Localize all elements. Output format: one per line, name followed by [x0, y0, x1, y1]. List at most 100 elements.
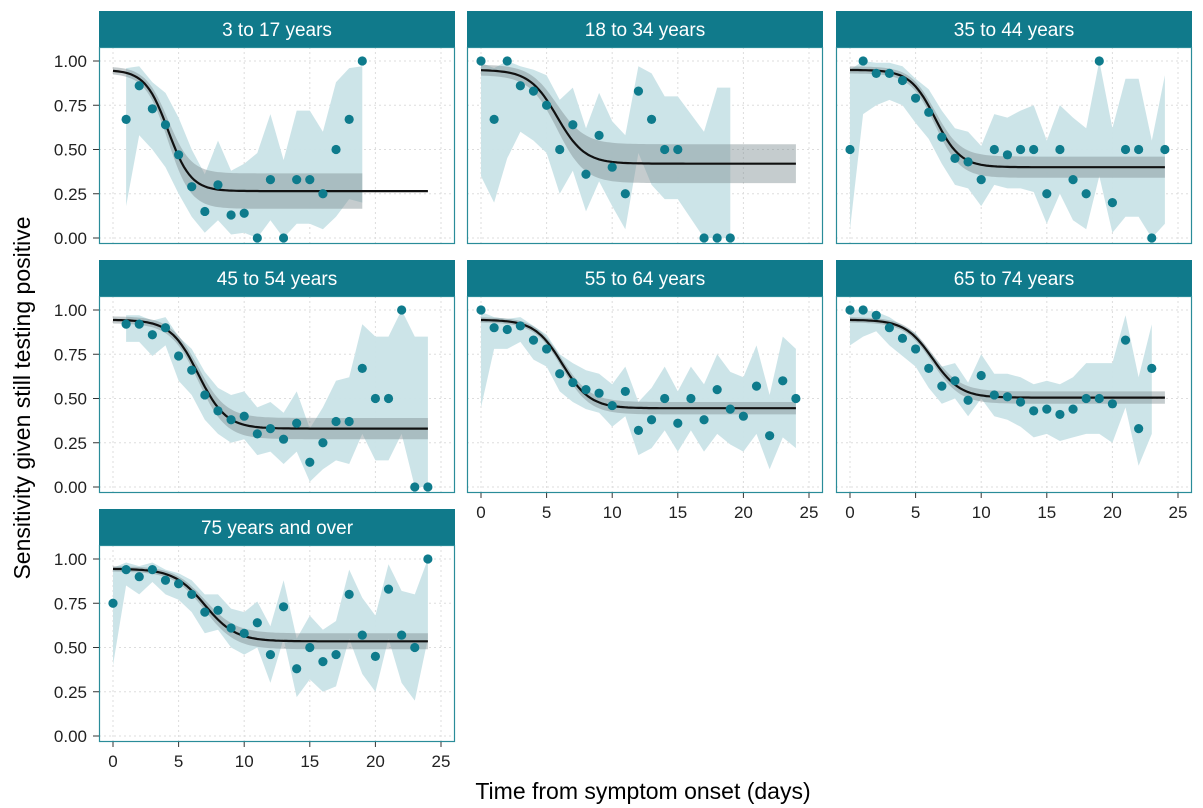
y-tick-label: 0.50 — [54, 141, 87, 160]
panel-border — [98, 544, 456, 743]
x-tick-label: 5 — [542, 503, 551, 522]
y-tick-label: 0.75 — [54, 594, 87, 613]
data-point — [1120, 144, 1131, 155]
data-point — [160, 120, 171, 130]
data-point — [1134, 144, 1144, 155]
data-point — [370, 651, 380, 661]
facet-strip-label: 55 to 64 years — [585, 269, 705, 290]
y-tick-label: 1.00 — [54, 301, 87, 320]
data-point — [383, 584, 394, 594]
x-tick-label: 10 — [603, 503, 622, 522]
data-point — [265, 174, 276, 185]
data-point — [555, 144, 565, 155]
data-point — [1147, 233, 1157, 243]
data-point — [265, 649, 276, 660]
fit-confidence-ribbon — [113, 566, 428, 650]
facet-strip — [467, 260, 823, 296]
y-tick-label: 0.25 — [54, 434, 87, 453]
data-point — [121, 114, 131, 125]
data-point — [1107, 399, 1117, 409]
y-tick-label: 0.00 — [54, 478, 87, 497]
panel-border — [466, 295, 824, 494]
data-point — [924, 363, 934, 374]
data-point — [502, 324, 512, 335]
y-tick-label: 0.75 — [54, 345, 87, 364]
data-point — [542, 100, 552, 110]
panel-border — [466, 46, 824, 245]
data-point — [581, 169, 591, 179]
data-point — [187, 182, 197, 192]
fit-confidence-ribbon — [481, 64, 796, 184]
data-point — [515, 81, 525, 91]
facet-panel: 35 to 44 years — [835, 11, 1193, 245]
data-point — [397, 305, 407, 315]
x-tick-label: 15 — [300, 752, 319, 771]
y-tick-label: 0.50 — [54, 639, 87, 658]
data-point — [699, 415, 709, 425]
x-tick-label: 20 — [366, 752, 385, 771]
facet-strip-label: 65 to 74 years — [954, 269, 1074, 290]
data-point — [607, 162, 617, 172]
data-point — [265, 423, 276, 434]
data-point — [1015, 144, 1026, 155]
facet-panel: 45 to 54 years — [98, 260, 456, 494]
data-point — [911, 93, 921, 103]
panel-border — [835, 46, 1193, 245]
data-point — [318, 189, 328, 199]
facet-strip — [836, 260, 1192, 296]
data-point — [292, 174, 302, 185]
data-point — [344, 416, 354, 427]
data-point — [1068, 174, 1078, 185]
fit-confidence-ribbon — [113, 67, 363, 209]
facet-strip — [99, 260, 455, 296]
data-point — [174, 150, 184, 160]
data-point — [1094, 56, 1104, 66]
data-point — [660, 144, 670, 155]
data-point — [858, 56, 868, 66]
data-point — [950, 376, 960, 386]
fitted-curve — [480, 69, 796, 165]
data-point — [292, 664, 302, 674]
data-point — [121, 565, 131, 575]
data-point — [318, 438, 328, 448]
y-tick-label: 1.00 — [54, 550, 87, 569]
data-point — [963, 395, 973, 405]
data-point — [213, 406, 223, 416]
data-point — [725, 233, 735, 243]
x-tick-labels: 0 5 10 15 20 25 0 5 10 15 20 25 0 5 10 15 20 25 — [108, 493, 1187, 771]
data-point — [976, 370, 986, 381]
data-point — [383, 393, 394, 404]
data-point — [476, 56, 486, 66]
facet-strip-label: 18 to 34 years — [585, 20, 705, 41]
y-tick-label: 0.50 — [54, 390, 87, 409]
data-point — [357, 56, 367, 66]
data-point — [1055, 144, 1065, 155]
facet-strip-label: 3 to 17 years — [222, 20, 332, 41]
data-point — [1002, 392, 1013, 402]
observation-interval-band — [126, 310, 428, 487]
data-point — [884, 323, 894, 333]
x-tick-label: 10 — [235, 752, 254, 771]
data-point — [858, 305, 868, 315]
data-point — [751, 381, 762, 391]
data-point — [213, 180, 223, 190]
data-point — [581, 385, 591, 395]
data-point — [1042, 189, 1052, 199]
data-point — [646, 415, 657, 425]
y-axis-title: Sensitivity given still testing positive — [9, 216, 35, 579]
data-point — [594, 388, 604, 398]
data-point — [1015, 397, 1026, 407]
x-tick-label: 15 — [1037, 503, 1056, 522]
fit-confidence-ribbon — [481, 317, 796, 415]
data-point — [528, 335, 539, 345]
y-tick-label: 0.00 — [54, 727, 87, 746]
data-point — [897, 333, 908, 343]
y-tick-label: 1.00 — [54, 52, 87, 71]
data-point — [278, 434, 289, 444]
data-point — [187, 365, 197, 375]
observation-interval-band — [481, 311, 796, 470]
data-point — [712, 233, 722, 243]
data-point — [252, 618, 262, 628]
data-point — [1120, 335, 1131, 345]
data-point — [778, 376, 788, 386]
